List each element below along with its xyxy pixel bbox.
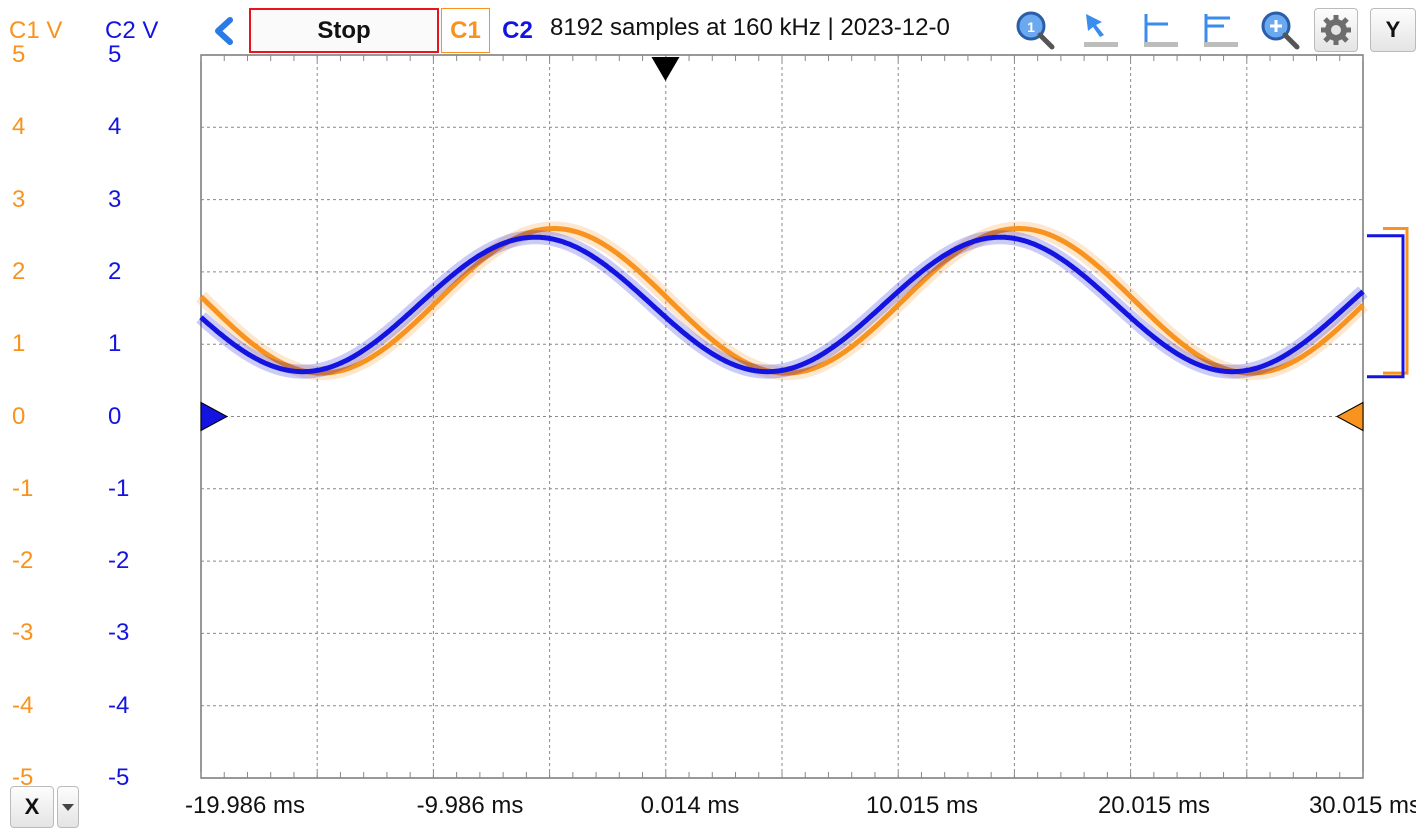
channel-2-button[interactable]: C2 [493, 8, 542, 53]
c1-axis-title: C1 V [9, 17, 63, 44]
plot-grid [200, 54, 1364, 779]
c1-y-tick-label: 3 [12, 185, 26, 213]
c1-y-tick-label: -4 [12, 691, 34, 719]
c2-y-tick-label: -5 [108, 764, 130, 791]
x-tick-label: 10.015 ms [865, 792, 979, 819]
svg-text:1: 1 [1027, 19, 1035, 35]
x-tick-label: 0.014 ms [640, 792, 740, 819]
x-tick-label: 20.015 ms [1097, 792, 1211, 819]
x-tick-label: 30.015 ms [1308, 792, 1416, 819]
c1-offset-marker [1335, 401, 1364, 432]
x-axis-button[interactable]: X [10, 786, 54, 828]
c2-y-tick-label: 5 [108, 41, 122, 68]
y-axis-button[interactable]: Y [1370, 8, 1416, 52]
c1-y-tick-label: -5 [12, 764, 34, 791]
back-arrow-icon[interactable] [206, 12, 242, 50]
trace-c2 [199, 234, 1365, 375]
trigger-time-marker [651, 57, 680, 81]
c1-y-tick-label: 0 [12, 402, 26, 430]
c2-y-tick-label: 0 [108, 402, 122, 430]
c2-y-tick-label: 2 [108, 257, 122, 285]
x-tick-label: -19.986 ms [184, 792, 306, 819]
trace-c1 [199, 226, 1365, 376]
trigger-level-icon[interactable] [1138, 8, 1182, 52]
c2-range-bracket [1367, 234, 1405, 379]
c2-axis-title: C2 V [105, 17, 159, 44]
gear-icon [1321, 15, 1351, 45]
c2-y-tick-label: -4 [108, 691, 130, 719]
trace-layer [196, 221, 1368, 381]
x-tick-label: -9.986 ms [416, 792, 524, 819]
c1-y-tick-label: 1 [12, 330, 26, 358]
stop-button[interactable]: Stop [249, 8, 439, 53]
toolbar: Stop C1 C2 8192 samples at 160 kHz | 202… [0, 0, 1416, 56]
c1-y-tick-label: -2 [12, 547, 34, 575]
acquisition-info: 8192 samples at 160 kHz | 2023-12-0 [550, 14, 950, 41]
c2-y-tick-label: -3 [108, 619, 130, 647]
c1-y-tick-label: -1 [12, 474, 34, 502]
trigger-level-2-icon[interactable] [1198, 8, 1242, 52]
c1-y-tick-label: 5 [12, 41, 26, 68]
zoom-in-icon[interactable] [1258, 8, 1302, 52]
marker-layer [200, 57, 1409, 432]
x-axis-dropdown[interactable] [57, 786, 79, 828]
c2-y-tick-label: -2 [108, 547, 130, 575]
zoom-reset-icon[interactable]: 1 [1013, 8, 1057, 52]
c2-y-tick-label: 1 [108, 330, 122, 358]
c1-y-tick-label: -3 [12, 619, 34, 647]
c2-offset-marker [200, 401, 229, 432]
c2-y-tick-label: 3 [108, 185, 122, 213]
settings-button[interactable] [1314, 8, 1358, 52]
pointer-icon[interactable] [1078, 8, 1122, 52]
c1-y-tick-label: 2 [12, 257, 26, 285]
c1-y-tick-label: 4 [12, 113, 26, 141]
channel-1-button[interactable]: C1 [441, 8, 490, 53]
c2-y-tick-label: -1 [108, 474, 130, 502]
c2-y-tick-label: 4 [108, 113, 122, 141]
chevron-down-icon [62, 804, 74, 811]
c1-range-bracket [1383, 227, 1409, 375]
